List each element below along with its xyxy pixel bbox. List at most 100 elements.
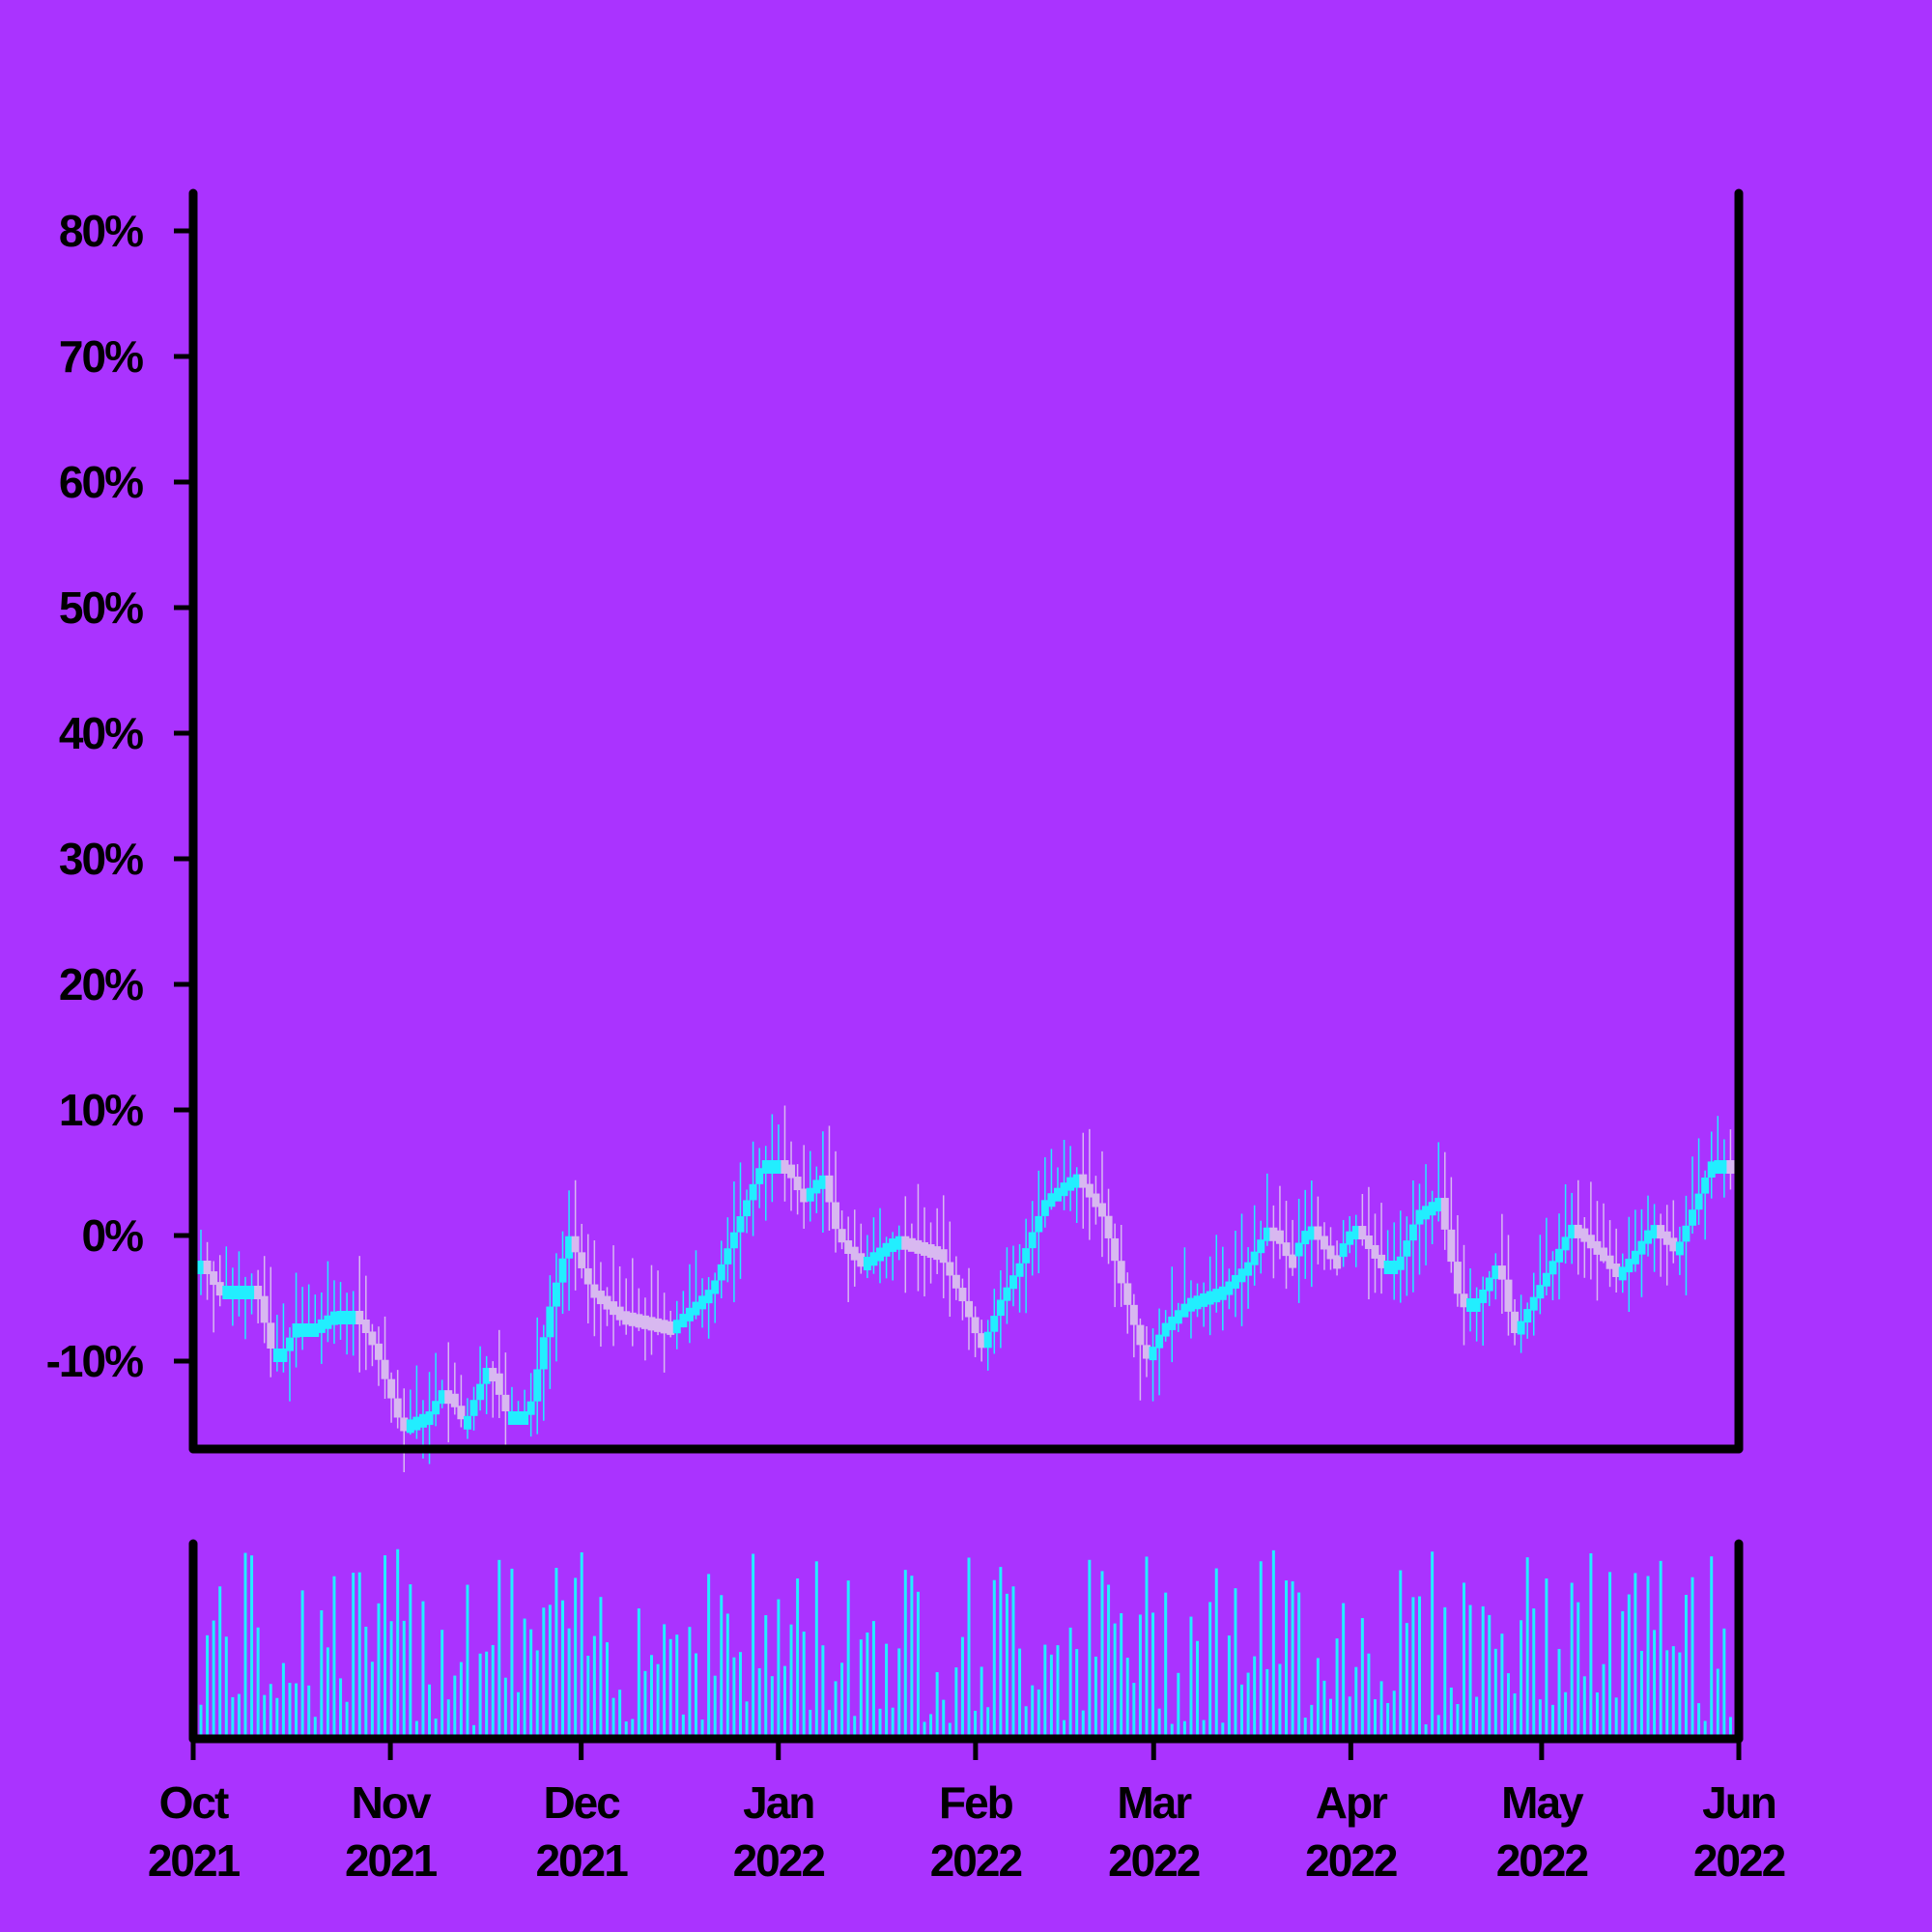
volume-bar bbox=[567, 1628, 571, 1735]
candle-body bbox=[336, 1311, 345, 1324]
candle-body bbox=[387, 1378, 396, 1399]
volume-bar bbox=[1011, 1586, 1015, 1735]
volume-bar bbox=[1113, 1623, 1117, 1735]
volume-bar bbox=[1417, 1596, 1421, 1735]
candle-body bbox=[1497, 1265, 1506, 1280]
y-tick-label: 70% bbox=[59, 331, 143, 382]
volume-bar bbox=[1436, 1715, 1440, 1735]
candle-body bbox=[1351, 1226, 1360, 1240]
candle-body bbox=[1117, 1261, 1125, 1284]
volume-bar bbox=[1120, 1612, 1123, 1735]
volume-bar bbox=[548, 1605, 552, 1735]
y-tick-label: 50% bbox=[59, 582, 143, 633]
candle-body bbox=[1440, 1198, 1449, 1230]
candle-body bbox=[863, 1257, 871, 1271]
candle-body bbox=[1237, 1268, 1246, 1283]
volume-bar bbox=[1138, 1614, 1142, 1735]
volume-bar bbox=[802, 1631, 806, 1735]
volume-bar bbox=[789, 1624, 793, 1735]
x-tick-month: Oct bbox=[159, 1777, 229, 1828]
volume-bar bbox=[1075, 1649, 1079, 1735]
volume-bar bbox=[1545, 1578, 1548, 1735]
candle-body bbox=[1231, 1274, 1239, 1289]
volume-bar bbox=[1684, 1594, 1688, 1735]
volume-bar bbox=[1608, 1572, 1612, 1735]
candle-body bbox=[1346, 1231, 1354, 1245]
candle-body bbox=[1136, 1324, 1145, 1346]
candle-body bbox=[857, 1253, 866, 1267]
volume-bar bbox=[618, 1690, 622, 1735]
candle-body bbox=[418, 1413, 427, 1428]
volume-bar bbox=[1589, 1553, 1593, 1735]
volume-bar bbox=[1221, 1722, 1225, 1735]
volume-bar bbox=[809, 1709, 812, 1735]
volume-bar bbox=[599, 1597, 603, 1735]
x-tick-month: Feb bbox=[939, 1777, 1013, 1828]
volume-bar bbox=[434, 1719, 438, 1735]
volume-bar bbox=[510, 1568, 514, 1735]
volume-bar bbox=[1214, 1568, 1218, 1735]
candle-body bbox=[660, 1320, 668, 1334]
x-tick-year: 2021 bbox=[535, 1835, 628, 1886]
volume-bar bbox=[1614, 1697, 1618, 1735]
volume-bar bbox=[605, 1642, 609, 1735]
x-tick-year: 2022 bbox=[1496, 1835, 1588, 1886]
candle-body bbox=[1435, 1198, 1443, 1212]
candle-body bbox=[546, 1306, 554, 1338]
y-axis-ticks: -10% 0% 10% 20% 30% 40% 50% 60% 70% 80% bbox=[46, 206, 191, 1386]
volume-bar bbox=[1031, 1685, 1035, 1735]
volume-bar bbox=[1291, 1580, 1294, 1735]
candle-body bbox=[978, 1333, 986, 1349]
candle-body bbox=[1707, 1161, 1716, 1178]
volume-bar bbox=[332, 1576, 336, 1735]
candle-body bbox=[228, 1286, 237, 1299]
x-tick-year: 2022 bbox=[733, 1835, 825, 1886]
volume-bar bbox=[446, 1699, 450, 1735]
candle-body bbox=[1631, 1250, 1639, 1264]
candle-body bbox=[1447, 1229, 1456, 1263]
volume-bar bbox=[364, 1626, 368, 1735]
candle-body bbox=[1155, 1334, 1164, 1349]
candle-body bbox=[1320, 1236, 1328, 1250]
volume-bar bbox=[1710, 1556, 1714, 1735]
candle-body bbox=[1428, 1202, 1436, 1216]
volume-bar bbox=[923, 1721, 926, 1735]
volume-bar bbox=[1665, 1650, 1669, 1735]
volume-bar bbox=[1449, 1687, 1453, 1735]
candle-body bbox=[685, 1307, 694, 1321]
candle-body bbox=[806, 1187, 814, 1202]
volume-bar bbox=[592, 1635, 596, 1735]
candle-body bbox=[755, 1168, 764, 1184]
volume-bar bbox=[1316, 1658, 1320, 1735]
volume-bar bbox=[1348, 1696, 1351, 1735]
volume-bar bbox=[720, 1595, 724, 1735]
volume-bar bbox=[478, 1653, 482, 1735]
y-tick-label: 10% bbox=[59, 1085, 143, 1135]
candle-body bbox=[1536, 1285, 1545, 1299]
volume-panel: Oct 2021 Nov 2021 Dec 2021 Jan 2022 Feb 2022 Mar 20… bbox=[148, 1539, 1787, 1886]
candle-body bbox=[787, 1164, 796, 1179]
volume-bar bbox=[199, 1704, 203, 1735]
candle-body bbox=[1612, 1264, 1621, 1278]
candle-body bbox=[285, 1337, 294, 1351]
volume-bar bbox=[1132, 1683, 1136, 1735]
volume-bar bbox=[1690, 1577, 1694, 1735]
volume-bar bbox=[1506, 1673, 1510, 1735]
candle-series bbox=[197, 1105, 1735, 1472]
volume-bar bbox=[631, 1719, 635, 1735]
candle-body bbox=[1485, 1277, 1493, 1292]
candle-body bbox=[1225, 1281, 1234, 1295]
candle-body bbox=[990, 1316, 999, 1332]
candle-body bbox=[711, 1280, 720, 1294]
candle-body bbox=[1561, 1236, 1570, 1251]
candle-body bbox=[1422, 1206, 1431, 1220]
volume-bar bbox=[954, 1667, 958, 1735]
volume-bar bbox=[288, 1683, 292, 1735]
candle-body bbox=[476, 1383, 485, 1401]
candle-body bbox=[1408, 1224, 1417, 1241]
candle-body bbox=[501, 1394, 510, 1411]
volume-bar bbox=[1582, 1676, 1586, 1735]
candle-body bbox=[578, 1252, 586, 1268]
volume-bar bbox=[1100, 1571, 1104, 1735]
